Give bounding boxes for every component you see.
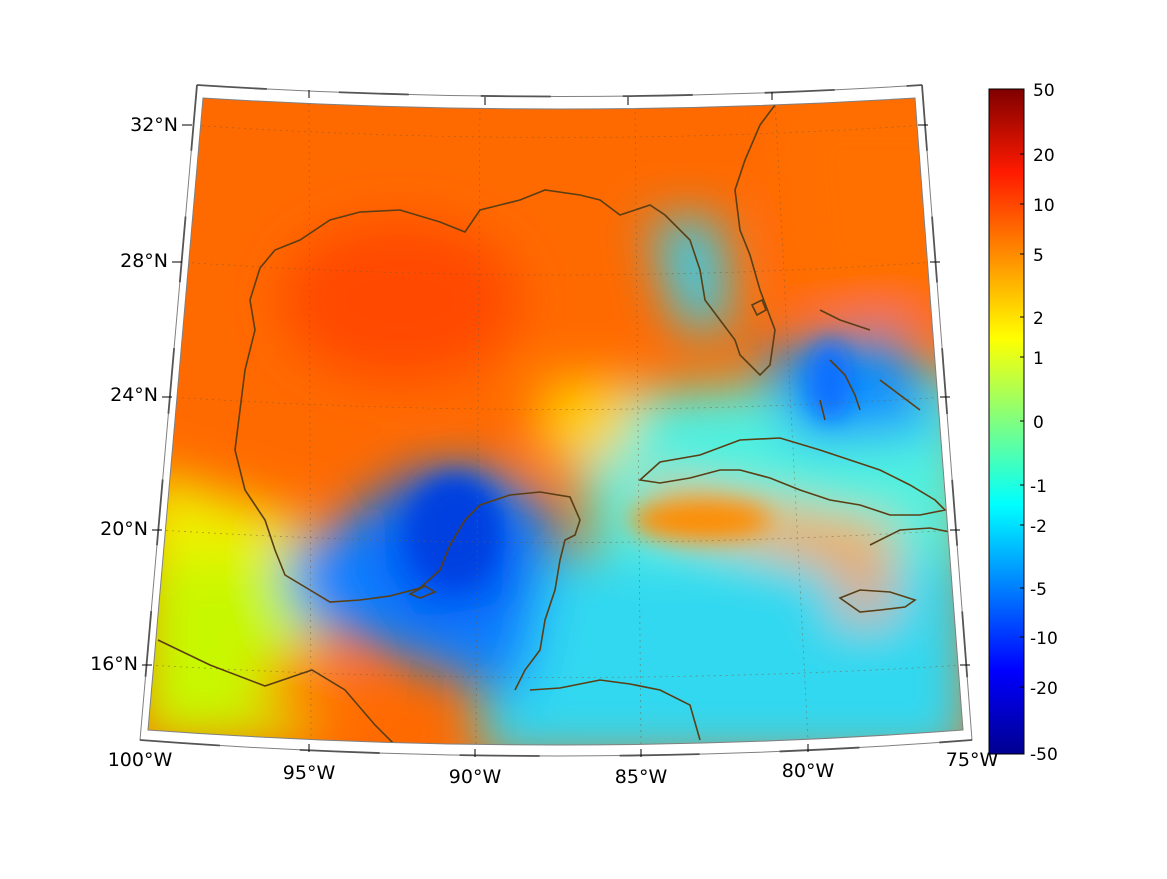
- colorbar-gradient: [989, 89, 1024, 754]
- cuba-coastline: [638, 437, 947, 516]
- gulf-coast-coastline: [259, 104, 776, 377]
- cb-label-10: 10: [1033, 196, 1055, 216]
- cb-label-neg10: -10: [1030, 629, 1058, 649]
- central-america-coastline: [157, 639, 396, 745]
- cb-label-20: 20: [1033, 146, 1055, 166]
- graticule: [149, 98, 963, 745]
- cb-label-5: 5: [1033, 246, 1044, 266]
- lon-label-85w: 85°W: [615, 766, 668, 788]
- colorbar-ticks: [1020, 153, 1024, 688]
- coastlines: [157, 104, 963, 745]
- bahamas-coastline: [819, 309, 921, 421]
- lat-label-28n: 28°N: [120, 250, 168, 272]
- lake-okeechobee: [750, 298, 768, 317]
- axis-ticks: [142, 90, 970, 757]
- lat-label-24n: 24°N: [110, 384, 158, 406]
- data-field: [148, 98, 963, 745]
- mexico-coastline: [234, 267, 581, 691]
- cb-label-neg50: -50: [1030, 745, 1058, 765]
- cb-label-2: 2: [1033, 309, 1044, 329]
- yucatan-island: [408, 585, 437, 599]
- cb-label-neg5: -5: [1030, 580, 1047, 600]
- longitude-labels: 100°W 95°W 90°W 85°W 80°W 75°W: [108, 749, 999, 788]
- colorbar-labels: 50 20 10 5 2 1 0 -1 -2 -5 -10 -20 -50: [1030, 81, 1058, 765]
- lat-label-32n: 32°N: [130, 114, 178, 136]
- lon-label-75w: 75°W: [946, 749, 999, 771]
- map-frame: [139, 84, 973, 757]
- cb-label-0: 0: [1033, 413, 1044, 433]
- jamaica-coastline: [838, 589, 917, 613]
- lon-label-100w: 100°W: [108, 749, 173, 771]
- lon-label-80w: 80°W: [782, 760, 835, 782]
- colorbar: 50 20 10 5 2 1 0 -1 -2 -5 -10 -20 -50: [988, 81, 1058, 765]
- latitude-labels: 32°N 28°N 24°N 20°N 16°N: [90, 114, 178, 675]
- cb-label-1: 1: [1033, 349, 1044, 369]
- cb-label-neg1: -1: [1030, 477, 1047, 497]
- cb-label-neg2: -2: [1030, 517, 1047, 537]
- lat-label-16n: 16°N: [90, 653, 138, 675]
- cb-label-50: 50: [1033, 81, 1055, 101]
- lat-label-20n: 20°N: [100, 518, 148, 540]
- honduras-coastline: [529, 679, 701, 741]
- lon-label-90w: 90°W: [449, 766, 502, 788]
- cb-label-neg20: -20: [1030, 679, 1058, 699]
- lon-label-95w: 95°W: [283, 762, 336, 784]
